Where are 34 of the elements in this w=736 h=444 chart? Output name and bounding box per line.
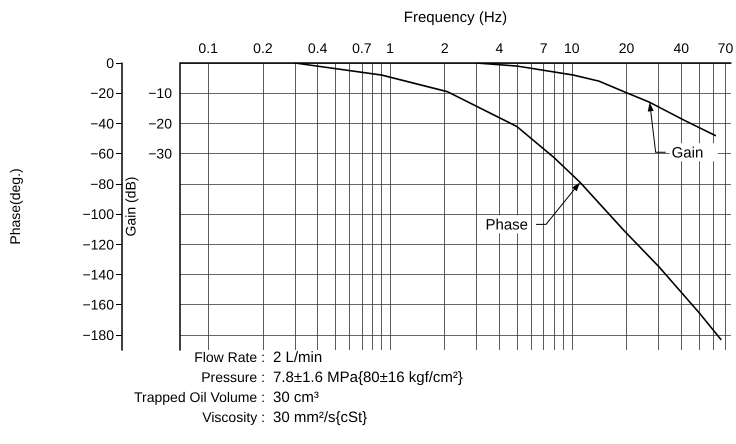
y-tick-label: −120 <box>82 236 114 252</box>
x-tick-label: 0.4 <box>308 40 328 56</box>
annotation: Gain <box>672 144 704 162</box>
y-axis-title: Phase(deg.) <box>7 168 23 245</box>
y2-tick-label: −30 <box>148 146 172 162</box>
y-tick-label: 0 <box>106 55 114 71</box>
x-tick-label: 7 <box>540 40 548 56</box>
x-tick-label: 1 <box>386 40 394 56</box>
x-tick-label: 0.7 <box>352 40 372 56</box>
annotation: Phase <box>486 216 528 234</box>
y2-tick-label: −10 <box>148 85 172 102</box>
x-tick-label: 20 <box>618 40 635 56</box>
text: Trapped Oil Volume : 30 cm³ <box>134 389 319 406</box>
y-tick-label: −60 <box>90 146 114 162</box>
x-tick-label: 0.1 <box>198 40 218 56</box>
x-tick-label: 2 <box>440 40 449 56</box>
x-tick-label: 40 <box>673 40 690 56</box>
x-tick-label: 0.2 <box>253 40 273 56</box>
y2-tick-label: −20 <box>148 115 172 132</box>
y-tick-label: −80 <box>90 176 114 192</box>
y-tick-label: −140 <box>82 266 114 282</box>
y2-axis-title: Gain (dB) <box>122 176 138 236</box>
x-tick-label: 4 <box>496 40 504 56</box>
y-tick-label: −160 <box>82 296 114 313</box>
text: Viscosity : 30 mm²/s{cSt} <box>202 409 368 426</box>
y-tick-label: −180 <box>82 326 114 343</box>
y-tick-label: −100 <box>82 206 114 222</box>
y-tick-label: −20 <box>90 85 114 102</box>
y-tick-label: −40 <box>90 115 114 132</box>
x-axis-title: Frequency (Hz) <box>404 9 508 26</box>
x-tick-label: 70 <box>718 40 734 56</box>
annotation: Flow Rate : 2 L/min <box>194 349 322 366</box>
x-tick-label: 10 <box>564 40 580 56</box>
text: Pressure : 7.8±1.6 MPa{80±16 kgf/cm²} <box>201 369 463 386</box>
